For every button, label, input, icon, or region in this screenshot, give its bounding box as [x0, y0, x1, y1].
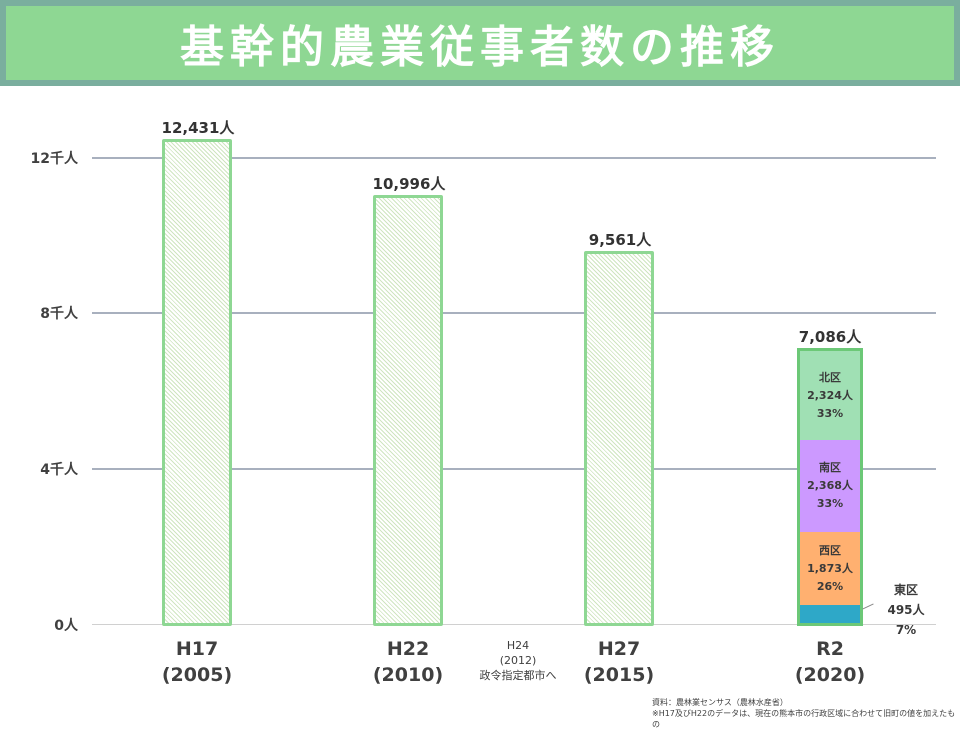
gridline-8k	[92, 312, 936, 314]
segment-south-value: 2,368人	[807, 479, 853, 492]
x-label-r2-year: (2020)	[794, 664, 866, 686]
segment-north: 北区 2,324人 33%	[800, 351, 860, 440]
segment-west-value: 1,873人	[807, 561, 853, 575]
x-axis-baseline	[92, 624, 936, 625]
x-label-h17-era: H17	[175, 638, 219, 660]
x-label-h17: H17 (2005)	[127, 636, 267, 688]
y-tick-12k: 12千人	[30, 151, 78, 167]
x-label-h22-era: H22	[386, 638, 430, 660]
east-leader-line	[862, 603, 874, 610]
bar-value-h27: 9,561人	[588, 231, 652, 249]
annotation-era: H24	[506, 639, 530, 652]
title-band: 基幹的農業従事者数の推移	[0, 0, 960, 86]
x-label-h22: H22 (2010)	[338, 636, 478, 688]
x-label-h27: H27 (2015)	[549, 636, 689, 688]
bar-r2-stacked: 北区 2,324人 33% 南区 2,368人 33% 西区 1,873人 26…	[797, 348, 863, 626]
y-tick-0: 0人	[54, 618, 78, 634]
x-label-r2-era: R2	[816, 638, 844, 660]
segment-east-name: 東区	[893, 583, 918, 597]
y-tick-4k: 4千人	[40, 462, 78, 478]
gridline-4k	[92, 468, 936, 470]
segment-east	[800, 605, 860, 623]
segment-west-name: 西区	[819, 543, 841, 557]
segment-west: 西区 1,873人 26%	[800, 532, 860, 605]
annotation-year: (2012)	[499, 654, 537, 667]
segment-south-name: 南区	[819, 461, 841, 474]
bar-h22	[373, 195, 443, 626]
x-label-h27-year: (2015)	[583, 664, 655, 686]
segment-west-pct: 26%	[816, 579, 844, 593]
y-tick-8k: 8千人	[40, 306, 78, 322]
annotation-text: 政令指定都市へ	[479, 669, 557, 682]
segment-south: 南区 2,368人 33%	[800, 440, 860, 532]
segment-south-pct: 33%	[816, 497, 844, 510]
bar-value-h22: 10,996人	[372, 175, 446, 193]
bar-h17	[162, 139, 232, 626]
title-banner: 基幹的農業従事者数の推移	[6, 6, 954, 80]
bar-value-r2: 7,086人	[798, 328, 862, 346]
segment-north-value: 2,324人	[807, 388, 853, 402]
segment-east-label: 東区 495人 7%	[874, 580, 938, 640]
x-label-h27-era: H27	[597, 638, 641, 660]
x-label-r2: R2 (2020)	[760, 636, 900, 688]
segment-north-name: 北区	[819, 370, 841, 384]
gridline-12k	[92, 157, 936, 159]
x-label-h17-year: (2005)	[161, 664, 233, 686]
segment-north-pct: 33%	[816, 406, 844, 420]
segment-east-value: 495人	[887, 603, 925, 617]
chart-title: 基幹的農業従事者数の推移	[180, 22, 780, 73]
segment-east-pct: 7%	[895, 623, 917, 637]
source-note: 資料：農林業センサス（農林水産省） ※H17及びH22のデータは、現在の熊本市の…	[652, 697, 960, 730]
x-label-h22-year: (2010)	[372, 664, 444, 686]
bar-value-h17: 12,431人	[161, 119, 235, 137]
footnote-line: ※H17及びH22のデータは、現在の熊本市の行政区域に合わせて旧町の値を加えたも…	[652, 709, 956, 729]
source-line: 資料：農林業センサス（農林水産省）	[652, 698, 788, 707]
bar-h27	[584, 251, 654, 626]
annotation-designated-city: H24 (2012) 政令指定都市へ	[466, 638, 570, 683]
